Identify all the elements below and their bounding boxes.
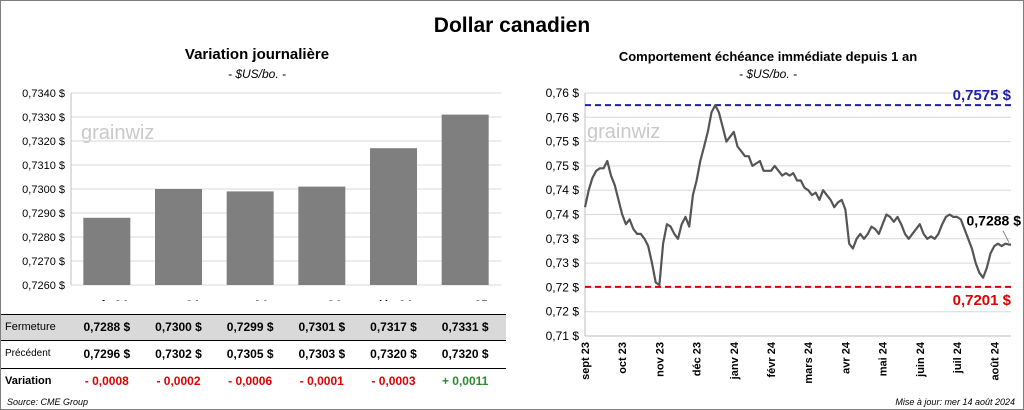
y-tick-label: 0,7260 $ <box>22 280 65 292</box>
close-cell: 0,7301 $ <box>298 320 346 334</box>
high-label: 0,7575 $ <box>953 87 1012 104</box>
prev-cell: 0,7305 $ <box>226 347 274 361</box>
table-divider <box>1 340 506 341</box>
close-cell: 0,7299 $ <box>226 320 274 334</box>
y-tick-label: 0,7330 $ <box>22 112 65 124</box>
y-tick-label: 0,76 $ <box>546 86 580 100</box>
y-tick-label: 0,76 $ <box>546 110 580 124</box>
bar <box>226 191 274 285</box>
x-tick-label: mars 24 <box>803 341 815 383</box>
y-tick-label: 0,7300 $ <box>22 184 65 196</box>
watermark: grainwiz <box>81 122 154 144</box>
bar <box>441 114 489 285</box>
x-tick-label: mai 24 <box>878 341 890 376</box>
change-cell: - 0,0008 <box>84 374 129 388</box>
bar <box>370 148 417 285</box>
last-value-leader <box>1002 230 1010 243</box>
table-divider <box>1 368 506 369</box>
y-tick-label: 0,74 $ <box>546 183 580 197</box>
bar-chart-title: Variation journalière <box>184 46 330 63</box>
line-chart-subtitle: - $US/bo. - <box>738 67 798 81</box>
prev-cell: 0,7296 $ <box>83 347 131 361</box>
change-row-label: Variation <box>5 375 52 387</box>
y-tick-label: 0,72 $ <box>546 280 580 294</box>
y-tick-label: 0,7340 $ <box>22 88 65 100</box>
table-divider <box>1 314 506 315</box>
page-title: Dollar canadien <box>433 14 591 37</box>
x-tick-label: janv 24 <box>729 341 741 380</box>
bar-chart-subtitle: - $US/bo. - <box>227 67 287 81</box>
prev-cell: 0,7320 $ <box>370 347 417 361</box>
y-tick-label: 0,7280 $ <box>22 232 65 244</box>
bar <box>155 189 202 285</box>
y-tick-label: 0,73 $ <box>546 256 580 270</box>
prev-cell: 0,7302 $ <box>155 347 202 361</box>
y-tick-label: 0,73 $ <box>546 232 580 246</box>
y-tick-label: 0,7310 $ <box>22 160 65 172</box>
x-tick-label: avr 24 <box>840 341 852 374</box>
y-tick-label: 0,72 $ <box>546 305 580 319</box>
change-cell: - 0,0001 <box>299 374 344 388</box>
close-cell: 0,7288 $ <box>83 320 131 334</box>
x-tick-label: févr 24 <box>766 341 778 377</box>
prev-cell: 0,7320 $ <box>441 347 489 361</box>
y-tick-label: 0,74 $ <box>546 208 580 222</box>
close-row-label: Fermeture <box>5 321 56 333</box>
x-tick-label: sept 24 <box>158 298 200 301</box>
x-tick-label: mars 25 <box>442 298 488 301</box>
update-note: Mise à jour: mer 14 août 2024 <box>895 397 1015 407</box>
prev-cell: 0,7303 $ <box>298 347 346 361</box>
x-tick-label: déc 23 <box>692 342 704 376</box>
close-row-background <box>1 314 506 340</box>
x-tick-label: juin 24 <box>915 341 927 378</box>
close-cell: 0,7300 $ <box>155 320 202 334</box>
price-line <box>583 104 1011 287</box>
y-tick-label: 0,7270 $ <box>22 256 65 268</box>
x-tick-label: sept 23 <box>580 342 592 380</box>
bar <box>298 186 346 285</box>
x-tick-label: nov 23 <box>654 342 666 377</box>
last-value-label: 0,7288 $ <box>967 213 1022 229</box>
watermark: grainwiz <box>587 121 660 143</box>
bar <box>83 217 131 285</box>
change-cell: + 0,0011 <box>441 374 489 388</box>
line-chart-title: Comportement échéance immédiate depuis 1… <box>618 49 918 64</box>
x-tick-label: nov 24 <box>303 298 341 301</box>
bar-chart: grainwiz 0,7340 $ 0,7330 $ 0,7320 $ 0,7310 … <box>22 88 501 301</box>
x-tick-label: déc 24 <box>375 298 413 301</box>
low-label: 0,7201 $ <box>953 292 1012 309</box>
x-tick-label: août 24 <box>989 341 1001 380</box>
y-tick-label: 0,7320 $ <box>22 136 65 148</box>
y-tick-label: 0,71 $ <box>546 329 580 343</box>
close-cell: 0,7317 $ <box>370 320 417 334</box>
change-cell: - 0,0002 <box>156 374 201 388</box>
y-tick-label: 0,75 $ <box>546 159 580 173</box>
change-cell: - 0,0003 <box>371 374 416 388</box>
prev-row-label: Précédent <box>5 348 51 359</box>
x-tick-label: août 24 <box>86 298 128 301</box>
x-tick-label: oct 24 <box>233 298 268 301</box>
close-cell: 0,7331 $ <box>441 320 489 334</box>
x-tick-label: juil 24 <box>952 341 964 374</box>
change-cell: - 0,0006 <box>228 374 273 388</box>
y-tick-label: 0,7290 $ <box>22 208 65 220</box>
source-note: Source: CME Group <box>7 397 89 407</box>
line-chart: grainwiz 0,76 $ 0,76 $ 0,75 $ 0,75 $ 0,74 $ 0… <box>546 86 1022 384</box>
x-tick-label: oct 23 <box>617 342 629 374</box>
y-tick-label: 0,75 $ <box>546 135 580 149</box>
